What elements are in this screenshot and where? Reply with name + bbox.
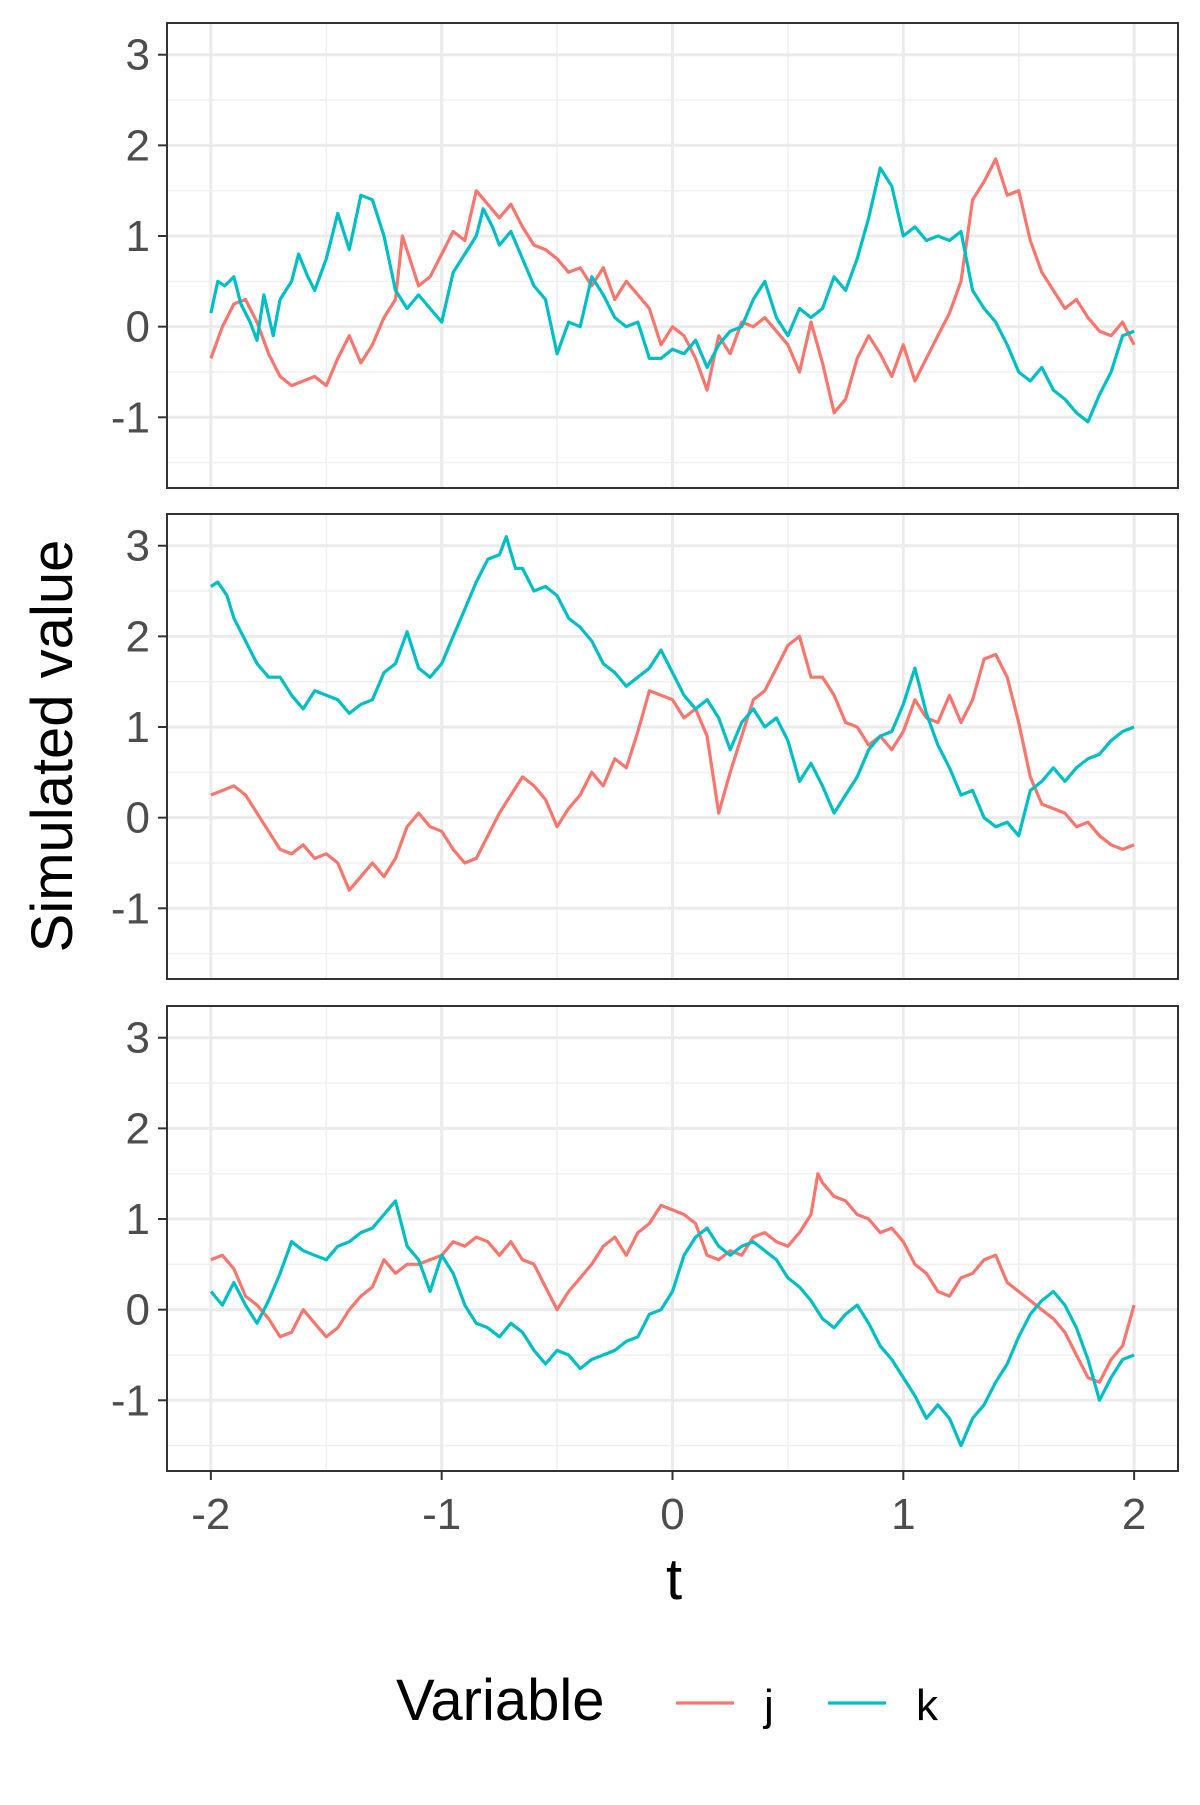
panel-1: -1 0 1 2 3 xyxy=(111,22,1179,489)
x-tick-label: 1 xyxy=(891,1490,915,1539)
y-tick-label: -1 xyxy=(111,393,150,442)
x-tick-label: 2 xyxy=(1122,1490,1146,1539)
y-tick-label: 1 xyxy=(126,212,150,261)
y-tick-label: 3 xyxy=(126,522,150,571)
y-tick-label: 2 xyxy=(126,121,150,170)
series-line-k xyxy=(209,1199,1135,1448)
panels-layer: -1 0 1 2 3 -1 0 1 2 3 -1 0 1 2 3 xyxy=(111,22,1179,1472)
series-line-j xyxy=(210,1172,1136,1384)
series-lines xyxy=(209,157,1136,424)
y-axis: -1 0 1 2 3 xyxy=(111,522,167,933)
y-tick-label: 3 xyxy=(126,1014,150,1063)
gridlines xyxy=(167,1006,1178,1471)
y-axis: -1 0 1 2 3 xyxy=(111,31,167,442)
x-axis-title: t xyxy=(666,1547,682,1612)
y-tick-label: 2 xyxy=(126,612,150,661)
legend-label-j: j xyxy=(762,1681,774,1730)
y-tick-label: 3 xyxy=(126,31,150,80)
series-lines xyxy=(209,1172,1136,1448)
panel-2: -1 0 1 2 3 xyxy=(111,513,1179,980)
x-tick-label: -1 xyxy=(422,1490,461,1539)
series-line-j xyxy=(209,157,1136,415)
y-axis: -1 0 1 2 3 xyxy=(111,1014,167,1425)
y-tick-label: 1 xyxy=(126,703,150,752)
x-tick-label: -2 xyxy=(191,1490,230,1539)
legend-label-k: k xyxy=(916,1681,939,1730)
y-tick-label: 0 xyxy=(126,794,150,843)
legend-title: Variable xyxy=(396,1668,605,1733)
series-line-j xyxy=(210,634,1135,892)
y-tick-label: -1 xyxy=(111,1376,150,1425)
x-axis: -2 -1 0 1 2 xyxy=(191,1471,1146,1539)
gridlines xyxy=(167,23,1178,488)
series-line-k xyxy=(209,166,1135,424)
series-lines xyxy=(210,535,1135,892)
panel-border xyxy=(166,513,1179,980)
y-tick-label: 0 xyxy=(126,303,150,352)
y-tick-label: 0 xyxy=(126,1286,150,1335)
y-tick-label: 2 xyxy=(126,1104,150,1153)
x-tick-label: 0 xyxy=(660,1490,684,1539)
y-tick-label: -1 xyxy=(111,884,150,933)
y-tick-label: 1 xyxy=(126,1195,150,1244)
legend-item-k: k xyxy=(828,1681,939,1730)
panel-3: -1 0 1 2 3 xyxy=(111,1005,1179,1472)
y-axis-title: Simulated value xyxy=(20,540,85,953)
panel-border xyxy=(166,22,1179,489)
gridlines xyxy=(167,514,1178,979)
series-line-k xyxy=(210,535,1135,838)
legend-item-j: j xyxy=(676,1681,774,1730)
